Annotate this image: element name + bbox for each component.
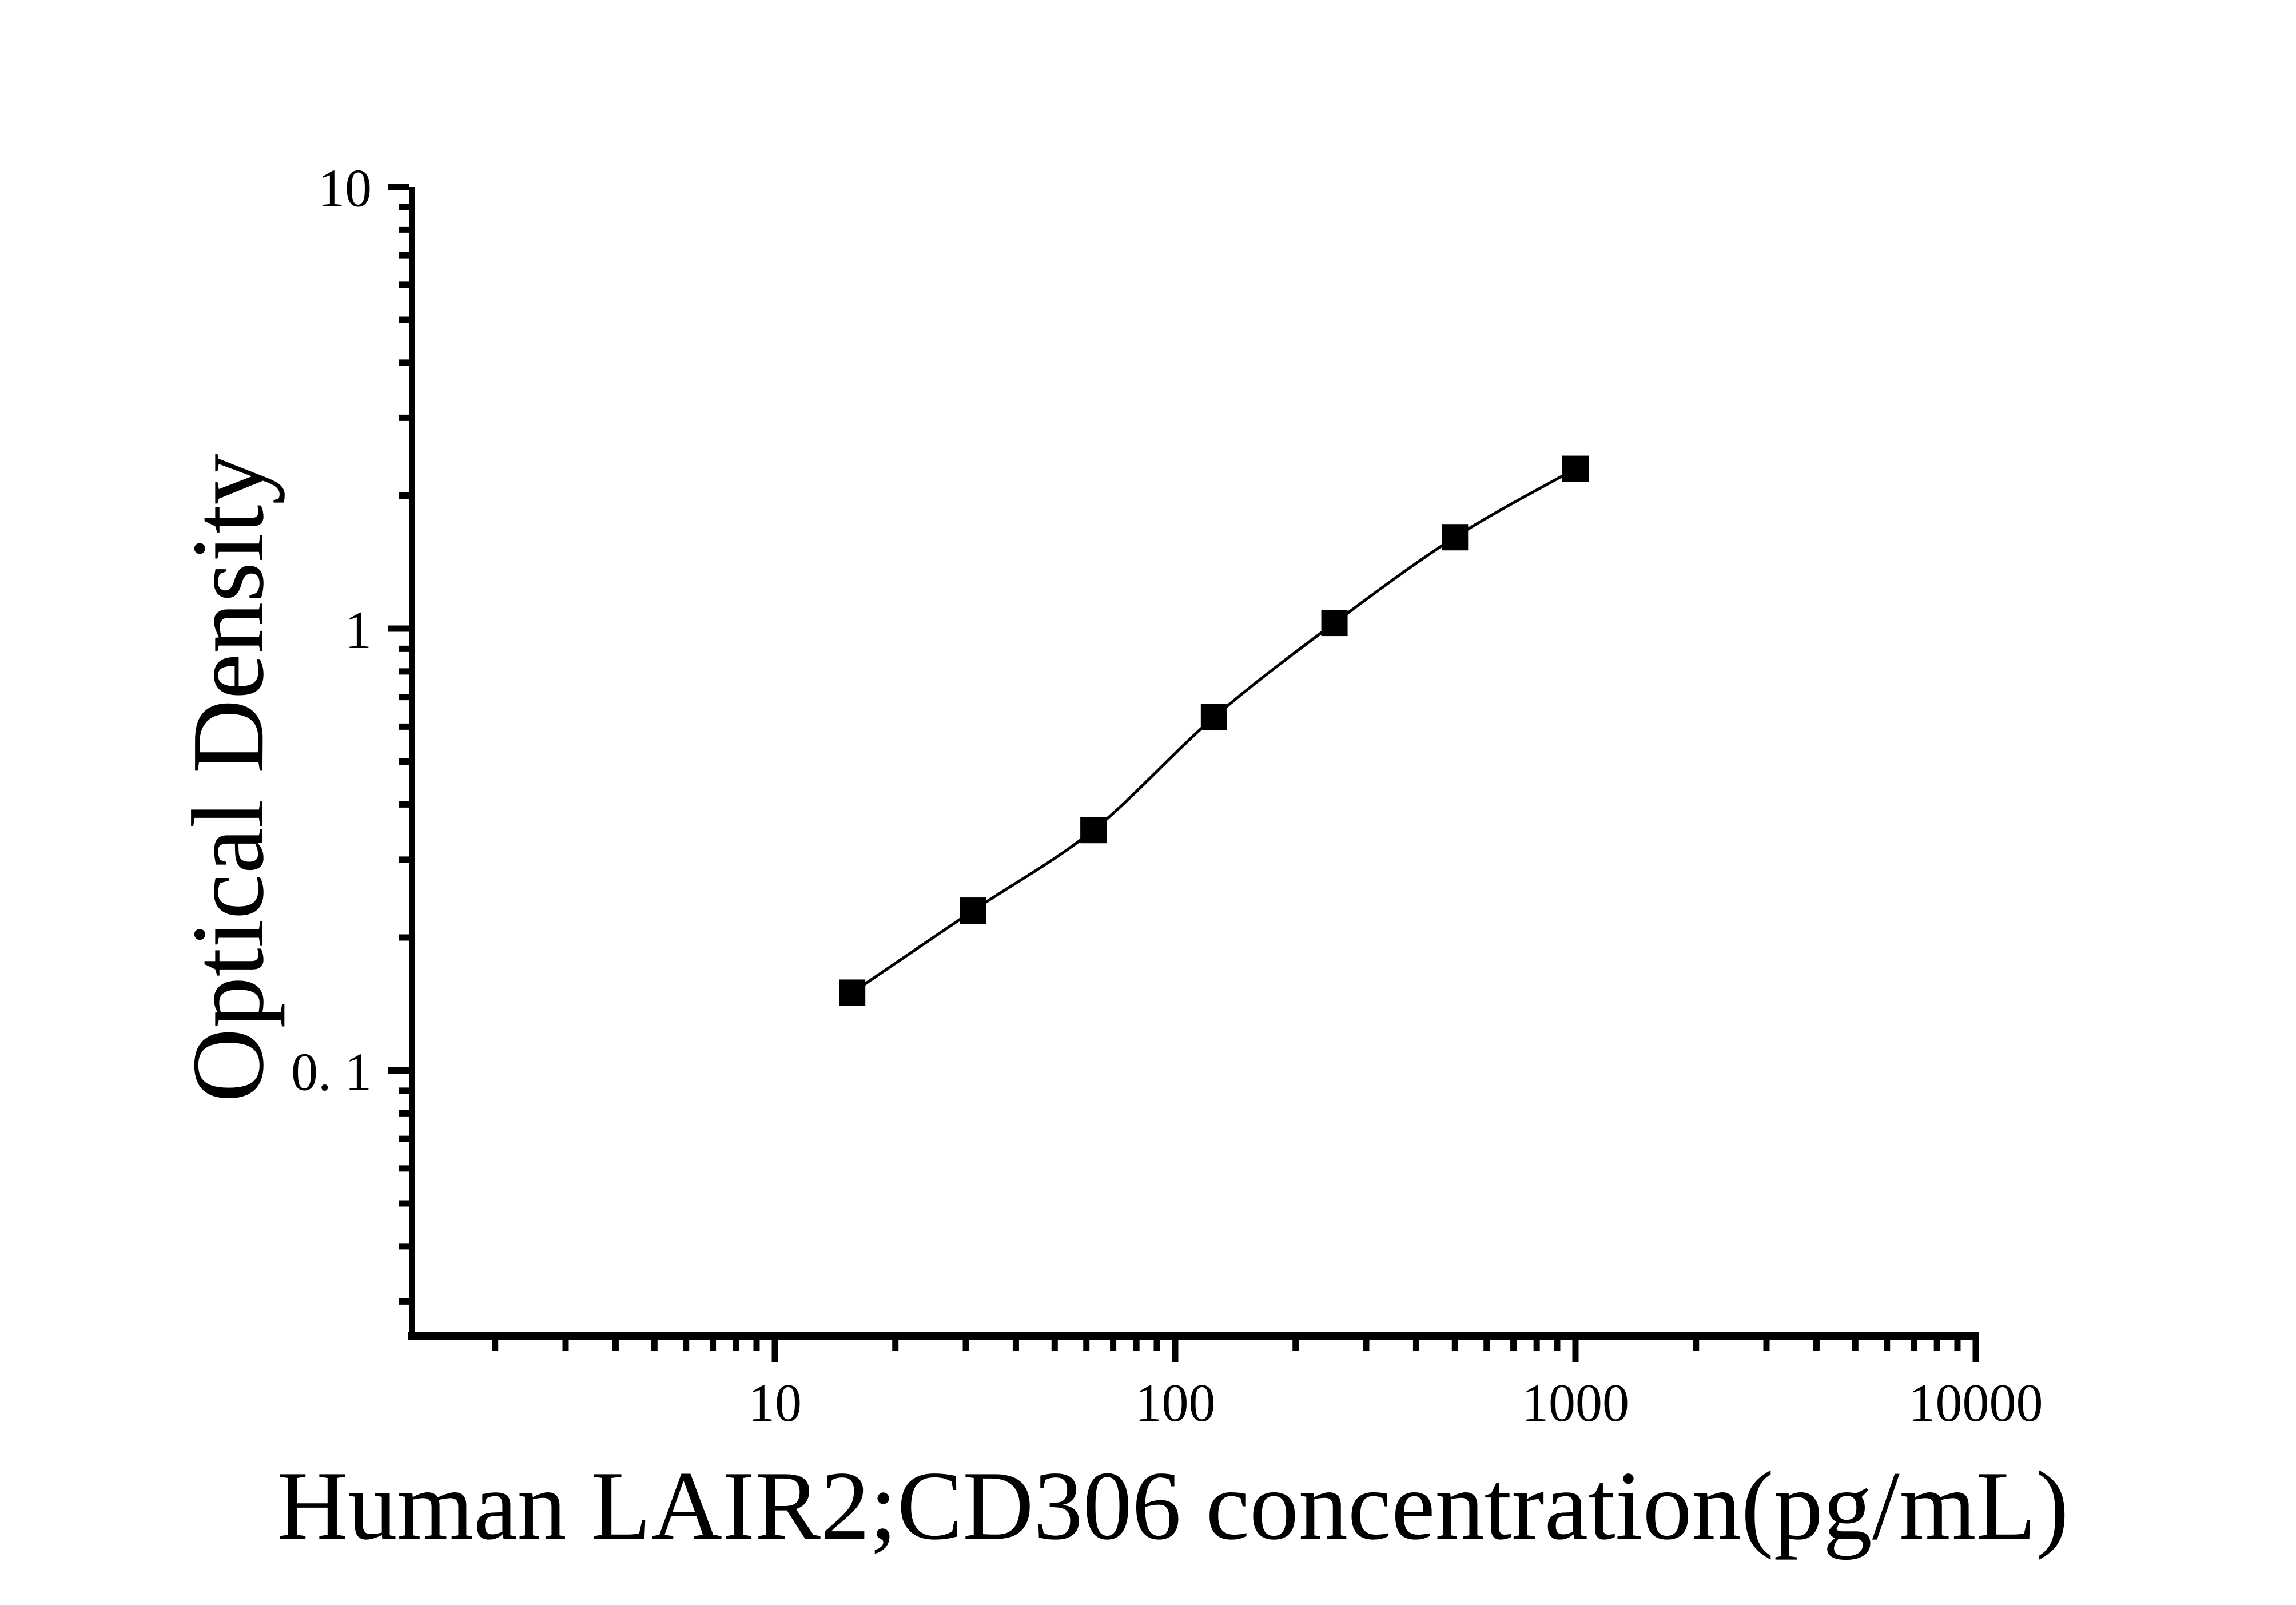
data-point-marker bbox=[1080, 817, 1107, 844]
y-axis-tick-label: 1 bbox=[345, 601, 372, 660]
data-point-marker bbox=[839, 979, 866, 1006]
y-axis-title: Optical Density bbox=[171, 454, 285, 1103]
x-axis-title: Human LAIR2;CD306 concentration(pg/mL) bbox=[277, 1452, 2069, 1560]
data-point-marker bbox=[1200, 704, 1227, 731]
data-point-marker bbox=[1321, 610, 1348, 637]
x-axis-tick-label: 1000 bbox=[1522, 1373, 1629, 1433]
data-point-marker bbox=[960, 897, 986, 924]
y-axis-tick-label: 0. 1 bbox=[291, 1043, 372, 1102]
y-axis-tick-label: 10 bbox=[318, 159, 372, 218]
x-axis-tick-label: 10 bbox=[748, 1373, 802, 1433]
x-axis-tick-label: 100 bbox=[1135, 1373, 1216, 1433]
axis-ticks bbox=[388, 184, 1979, 1362]
standard-curve-series bbox=[839, 455, 1589, 1006]
axis-tick-labels: 10 100 1000 10000 10 1 0. 1 bbox=[291, 159, 2043, 1433]
data-point-marker bbox=[1562, 455, 1589, 482]
x-axis-tick-label: 10000 bbox=[1909, 1373, 2043, 1433]
data-point-marker bbox=[1442, 524, 1469, 551]
